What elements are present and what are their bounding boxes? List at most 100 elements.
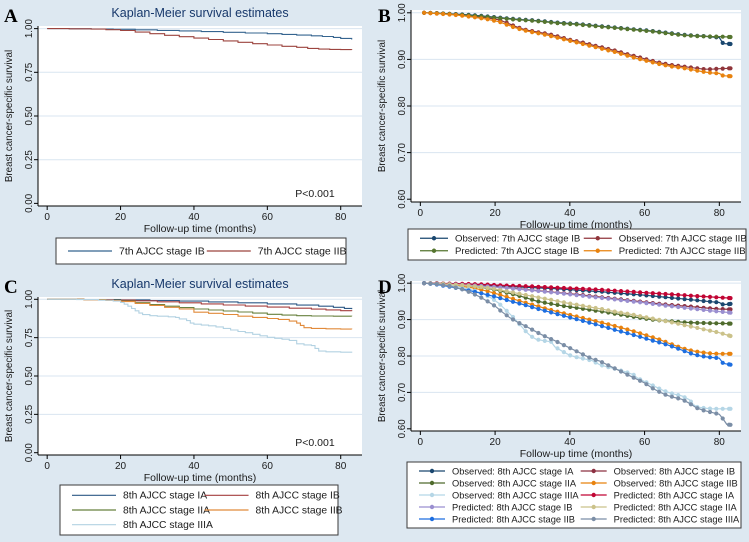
series-marker xyxy=(568,292,573,297)
series-marker xyxy=(618,369,624,374)
x-tick-label: 0 xyxy=(418,437,424,448)
legend-sample-marker xyxy=(595,236,600,241)
series-marker xyxy=(720,302,725,307)
series-marker xyxy=(491,15,497,20)
series-marker xyxy=(606,48,611,53)
series-marker xyxy=(701,327,706,332)
series-marker xyxy=(587,23,592,28)
series-marker xyxy=(714,295,719,300)
series-marker xyxy=(714,309,719,314)
series-marker xyxy=(695,294,700,299)
series-marker xyxy=(669,64,674,69)
series-marker xyxy=(536,31,541,36)
series-marker xyxy=(657,317,662,322)
series-marker xyxy=(523,18,528,23)
series-marker xyxy=(599,324,605,329)
series-marker xyxy=(688,348,693,353)
series-marker xyxy=(472,15,477,20)
series-marker xyxy=(707,34,713,39)
series-marker xyxy=(447,12,452,17)
series-marker xyxy=(688,351,693,356)
series-marker xyxy=(695,325,700,330)
series-marker xyxy=(695,34,700,39)
legend-box xyxy=(407,228,747,261)
series-marker xyxy=(728,310,733,315)
series-marker xyxy=(536,295,541,300)
series-marker xyxy=(549,290,554,295)
series-marker xyxy=(657,30,662,35)
series-marker xyxy=(428,281,433,286)
series-marker xyxy=(669,394,674,399)
series-marker xyxy=(466,283,471,288)
series-marker xyxy=(682,297,687,302)
series-marker xyxy=(728,41,733,47)
series-marker xyxy=(638,57,643,62)
series-marker xyxy=(650,301,655,306)
series-marker xyxy=(728,66,733,71)
x-tick-label: 20 xyxy=(490,437,502,448)
series-marker xyxy=(599,24,605,29)
series-marker xyxy=(644,382,649,387)
series-marker xyxy=(728,362,733,367)
series-marker xyxy=(574,286,579,291)
legend-label: 7th AJCC stage IB xyxy=(119,245,205,257)
series-marker xyxy=(612,309,617,314)
series-marker xyxy=(580,356,585,361)
legend-sample-marker xyxy=(431,248,437,253)
series-marker xyxy=(530,327,535,332)
series-marker xyxy=(644,58,649,63)
series-marker xyxy=(695,349,700,354)
series-marker xyxy=(498,16,503,21)
series-marker xyxy=(669,391,674,396)
legend-sample-marker xyxy=(429,504,435,510)
series-marker xyxy=(638,300,643,305)
series-marker xyxy=(530,297,535,302)
x-tick-label: 80 xyxy=(335,461,347,472)
series-marker xyxy=(720,66,725,71)
series-marker xyxy=(682,305,687,310)
series-marker xyxy=(549,34,554,39)
series-marker xyxy=(682,349,687,354)
series-marker xyxy=(625,289,630,294)
y-axis-title: Breast cancer-specific survival xyxy=(377,40,388,172)
series-marker xyxy=(536,306,541,312)
series-marker xyxy=(714,300,719,305)
series-marker xyxy=(682,293,687,298)
series-marker xyxy=(561,313,566,318)
series-marker xyxy=(498,287,503,293)
series-marker xyxy=(663,392,668,397)
legend-label: Predicted: 8th AJCC stage IIA xyxy=(614,502,738,512)
series-marker xyxy=(650,335,655,340)
series-marker xyxy=(491,291,497,296)
panel-letter: C xyxy=(4,277,18,298)
series-marker xyxy=(657,61,662,67)
series-marker xyxy=(555,302,560,307)
series-marker xyxy=(485,289,490,294)
series-marker xyxy=(707,321,713,326)
x-tick-label: 60 xyxy=(262,461,274,472)
series-marker xyxy=(555,346,560,351)
legend-label: Predicted: 7th AJCC stage IIB xyxy=(619,246,746,257)
legend-label: Observed: 7th AJCC stage IIB xyxy=(619,234,747,245)
series-marker xyxy=(485,17,490,22)
series-line xyxy=(424,282,731,306)
x-tick-label: 80 xyxy=(714,208,726,219)
series-marker xyxy=(561,37,566,42)
series-marker xyxy=(638,334,643,339)
series-marker xyxy=(669,31,674,36)
series-marker xyxy=(720,40,725,46)
series-marker xyxy=(434,11,439,16)
series-marker xyxy=(472,292,477,297)
legend-sample-marker xyxy=(591,492,596,498)
x-axis-title: Follow-up time (months) xyxy=(144,472,257,484)
series-marker xyxy=(517,17,522,22)
series-marker xyxy=(720,295,725,300)
series-marker xyxy=(517,26,522,32)
series-marker xyxy=(422,281,427,286)
series-marker xyxy=(631,312,636,317)
x-tick-label: 0 xyxy=(44,461,50,472)
y-tick-label: 0.75 xyxy=(24,62,35,82)
x-axis-title: Follow-up time (months) xyxy=(520,219,633,231)
series-marker xyxy=(504,289,509,294)
series-marker xyxy=(530,334,535,339)
